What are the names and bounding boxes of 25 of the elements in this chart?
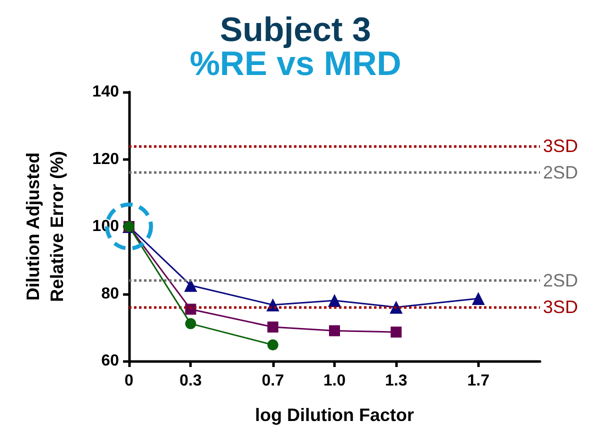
chart-title: Subject 3 bbox=[220, 11, 372, 49]
y-axis-title: Dilution Adjusted Relative Error (%) bbox=[23, 150, 67, 302]
y-tick-label: 140 bbox=[92, 84, 120, 100]
x-tick-label: 0 bbox=[124, 372, 134, 390]
point bbox=[184, 278, 198, 292]
x-tick-label: 0.3 bbox=[180, 372, 202, 390]
x-tick-label: 0.7 bbox=[262, 372, 284, 390]
y-tick-label: 60 bbox=[101, 352, 120, 370]
point bbox=[390, 326, 402, 338]
point bbox=[472, 292, 485, 305]
y-tick-label: 120 bbox=[92, 150, 120, 168]
ref-line-label: 3SD bbox=[543, 297, 578, 318]
x-tick-label: 1.7 bbox=[467, 372, 490, 390]
point bbox=[267, 339, 278, 350]
ref-line-label: 2SD bbox=[543, 162, 578, 183]
ref-line-label: 2SD bbox=[543, 270, 578, 290]
y-tick-label: 80 bbox=[101, 285, 120, 302]
x-axis-title: log Dilution Factor bbox=[255, 405, 414, 425]
ref-line-label: 3SD bbox=[543, 136, 578, 156]
point bbox=[267, 322, 278, 333]
x-tick-label: 1.0 bbox=[323, 372, 346, 390]
point bbox=[329, 325, 340, 336]
x-tick-label: 1.3 bbox=[385, 372, 408, 390]
point bbox=[328, 294, 341, 307]
point bbox=[185, 318, 196, 330]
